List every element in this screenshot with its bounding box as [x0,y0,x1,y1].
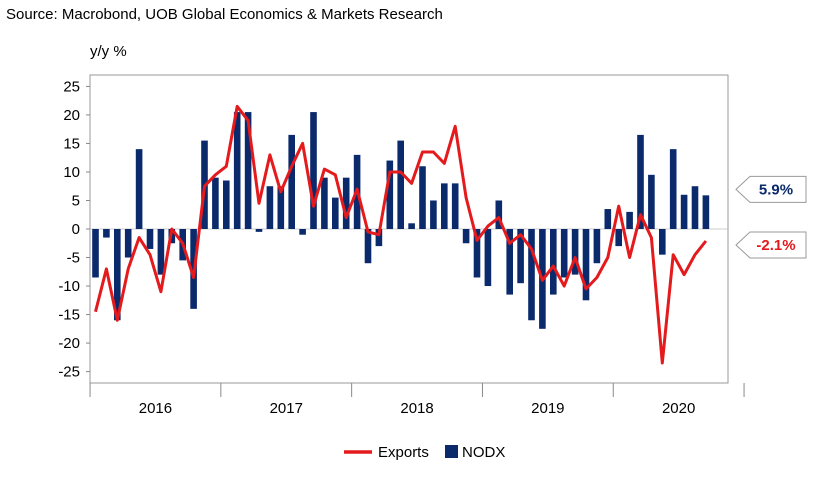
nodx-bar [310,112,317,229]
nodx-bar [244,112,252,229]
x-year-label: 2020 [662,400,695,417]
nodx-bar [430,200,437,229]
y-tick-label: 15 [63,135,80,152]
nodx-bar [473,229,481,278]
nodx-bar [441,183,448,229]
y-tick-label: 20 [63,107,80,124]
nodx-bar [266,186,274,229]
x-year-label: 2018 [400,400,433,417]
callouts: 5.9% -2.1% [735,175,807,259]
exports-line [94,104,708,365]
nodx-bar [604,209,612,229]
y-tick-label: 5 [72,192,80,209]
nodx-bar [669,149,677,229]
callout-box [735,175,807,203]
nodx-bar [124,229,132,258]
x-year-label: 2019 [531,400,564,417]
nodx-bar [386,160,394,229]
nodx-bar [255,229,263,232]
source-note: Source: Macrobond, UOB Global Economics … [6,6,443,23]
nodx-bar [397,140,404,229]
nodx-bar [550,229,557,295]
nodx-bar [680,194,688,229]
x-year-label: 2016 [139,400,172,417]
nodx-bar [495,200,503,229]
nodx-bar [408,223,415,229]
nodx-bar [484,229,492,287]
nodx-bar [277,186,285,229]
y-tick-label: -15 [58,307,80,324]
callout-label: 5.9% [759,181,793,198]
nodx-bar [223,180,230,229]
nodx-bar [691,186,699,229]
legend-nodx-swatch [445,445,458,458]
y-tick-label: -5 [67,250,80,267]
nodx-bar [103,229,110,238]
nodx-bar [233,112,241,229]
nodx-bar [571,229,579,275]
nodx-bar [332,197,339,229]
y-tick-label: 0 [72,221,80,238]
callout-box [735,231,807,259]
nodx-bar [364,229,372,264]
nodx-bar [582,229,590,301]
legend-nodx-label: NODX [462,444,505,461]
nodx-bar [560,229,568,278]
nodx-bar [528,229,535,321]
nodx-bar [299,229,306,235]
nodx-bar [135,149,143,229]
legend-exports-label: Exports [378,444,429,461]
y-tick-label: 10 [63,164,80,181]
nodx-bar [626,211,633,229]
x-year-label: 2017 [270,400,303,417]
nodx-bar [157,229,165,275]
nodx-bar [342,177,350,229]
nodx-bar [506,229,513,295]
nodx-bar [702,195,710,229]
legend: Exports NODX [344,444,505,461]
nodx-bar [451,183,459,229]
nodx-bar [659,229,666,255]
y-tick-label: 25 [63,78,80,95]
nodx-bar [517,229,524,284]
nodx-bar [375,229,383,247]
nodx-bar [321,177,328,229]
nodx-bars [92,112,710,329]
y-tick-label: -20 [58,335,80,352]
y-axis-label: y/y % [90,43,127,60]
callout-label: -2.1% [756,237,795,254]
nodx-bar [462,229,470,244]
y-tick-label: -10 [58,278,80,295]
nodx-bar [648,174,655,229]
exports-series-line [94,104,708,365]
nodx-bar [637,134,644,229]
nodx-bar [288,134,295,229]
nodx-bar [593,229,601,264]
nodx-bar [419,166,426,229]
nodx-bar [615,229,622,247]
nodx-bar [114,229,121,321]
nodx-bar [92,229,99,278]
y-tick-label: -25 [58,364,80,381]
nodx-bar [212,177,219,229]
nodx-bar [146,229,154,249]
